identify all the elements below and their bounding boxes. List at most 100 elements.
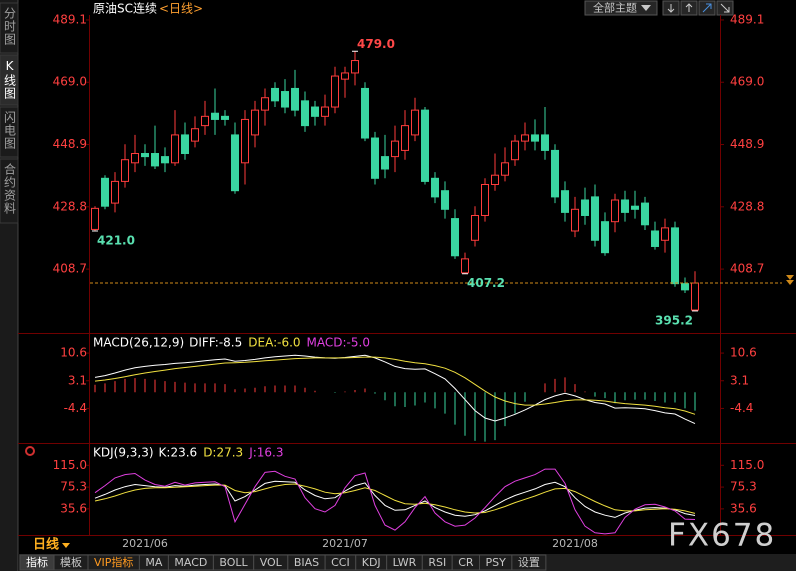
- candle-body: [121, 159, 129, 182]
- footer-tab-label[interactable]: VIP指标: [94, 555, 133, 569]
- extreme-label: 407.2: [467, 276, 505, 290]
- icon: [702, 3, 712, 13]
- footer-tab-label[interactable]: CCI: [331, 556, 350, 569]
- candle-body: [151, 153, 159, 167]
- y-tick-label: 428.8: [53, 199, 87, 213]
- footer-tab-label[interactable]: RSI: [428, 556, 446, 569]
- symbol: 原油SC连续: [93, 1, 157, 16]
- candle-body: [361, 87, 369, 139]
- footer-tab-label[interactable]: KDJ: [362, 556, 381, 569]
- candle-body: [271, 87, 279, 102]
- sidebar-tab[interactable]: [0, 106, 19, 158]
- sidebar-tab-label[interactable]: 闪电图: [3, 111, 17, 150]
- footer-tab-label[interactable]: LWR: [393, 556, 417, 569]
- dropdown-arrow: [641, 5, 651, 11]
- candle-body: [461, 258, 469, 274]
- candle-body: [371, 137, 379, 179]
- theme-button[interactable]: [584, 0, 658, 16]
- candle-body: [601, 221, 609, 254]
- y-tick-label: 115.0: [53, 458, 87, 472]
- x-tick-label: 2021/08: [552, 537, 598, 550]
- x-tick-label: 2021/07: [322, 537, 368, 550]
- footer-tab-label[interactable]: VOL: [260, 556, 283, 569]
- icon: [667, 4, 675, 13]
- sidebar-tab-label[interactable]: K线图: [3, 59, 17, 100]
- candle-body: [621, 199, 629, 213]
- candle-body: [291, 87, 299, 111]
- sidebar-tab[interactable]: [0, 54, 19, 106]
- theme-button-label[interactable]: 全部主题: [593, 1, 637, 15]
- legend-entry: K:23.6: [159, 446, 198, 460]
- candle-body: [251, 109, 259, 136]
- candle-body: [571, 208, 579, 232]
- footer-tab-label[interactable]: 指标: [26, 555, 48, 569]
- indicator-line: [94, 483, 696, 514]
- legend-entry: DIFF:-8.5: [189, 336, 242, 350]
- indicator-line: [94, 468, 696, 535]
- candle-body: [351, 60, 359, 74]
- footer-tab-label[interactable]: MACD: [174, 556, 207, 569]
- candle-body: [411, 109, 419, 136]
- candle-body: [241, 118, 249, 164]
- indicator-title: MACD(26,12,9): [93, 336, 184, 350]
- candle-body: [221, 115, 229, 120]
- legend-entry: MACD:-5.0: [307, 336, 370, 350]
- sidebar-tab[interactable]: [0, 158, 19, 224]
- footer-tab[interactable]: [511, 554, 547, 571]
- candle-body: [661, 227, 669, 241]
- candle-body: [311, 106, 319, 117]
- candle-body: [191, 128, 199, 142]
- y-tick-label: 3.1: [68, 373, 87, 387]
- footer-tab-label[interactable]: MA: [145, 556, 162, 569]
- footer-tab-label[interactable]: BOLL: [219, 556, 248, 569]
- extreme-label: 421.0: [97, 233, 135, 247]
- footer-tab-label[interactable]: 设置: [518, 556, 540, 569]
- y-tick-label: 35.6: [60, 501, 87, 515]
- candle-body: [451, 218, 459, 257]
- candle-body: [261, 97, 269, 111]
- sidebar-tab-label[interactable]: 分时图: [3, 7, 17, 46]
- candle-body: [301, 100, 309, 127]
- watermark: FX678: [668, 518, 776, 554]
- candle-body: [91, 207, 99, 230]
- candle-body: [501, 162, 509, 176]
- footer-tab-label[interactable]: 模板: [60, 555, 82, 569]
- candle-body: [691, 282, 699, 311]
- candle-body: [211, 112, 219, 120]
- candle-body: [531, 134, 539, 142]
- candle-body: [541, 134, 549, 151]
- settings-icon[interactable]: [25, 446, 35, 456]
- y2-tick-label: 3.1: [730, 373, 749, 387]
- legend-entry: D:27.3: [203, 446, 243, 460]
- footer-tab-label[interactable]: BIAS: [294, 556, 319, 569]
- y-tick-label: 448.9: [53, 137, 87, 151]
- y2-tick-label: 469.0: [730, 75, 764, 89]
- candle-body: [401, 125, 409, 151]
- candle-body: [341, 72, 349, 80]
- extreme-label: 479.0: [357, 37, 395, 51]
- candle-body: [671, 227, 679, 285]
- candle-body: [441, 190, 449, 210]
- footer-tab-label[interactable]: CR: [458, 556, 474, 569]
- indicator-line: [94, 356, 696, 415]
- candle-body: [471, 214, 479, 241]
- candle-body: [631, 205, 639, 210]
- y-tick-label: -4.4: [64, 401, 87, 415]
- candle-body: [331, 75, 339, 108]
- footer-tab-label[interactable]: PSY: [486, 556, 507, 569]
- sidebar-tab-label[interactable]: 合约资料: [3, 162, 17, 215]
- candle-body: [381, 156, 389, 170]
- y-tick-label: 469.0: [53, 75, 87, 89]
- candle-body: [171, 134, 179, 164]
- period[interactable]: <日线>: [159, 2, 203, 16]
- y-tick-label: 10.6: [60, 346, 87, 360]
- period-select[interactable]: 日线: [33, 537, 59, 553]
- sidebar-tab[interactable]: [0, 2, 19, 54]
- y2-tick-label: 489.1: [730, 12, 764, 26]
- candle-body: [511, 140, 519, 161]
- candle-body: [611, 199, 619, 223]
- indicator-line: [94, 354, 696, 425]
- legend-entry: DEA:-6.0: [248, 336, 300, 350]
